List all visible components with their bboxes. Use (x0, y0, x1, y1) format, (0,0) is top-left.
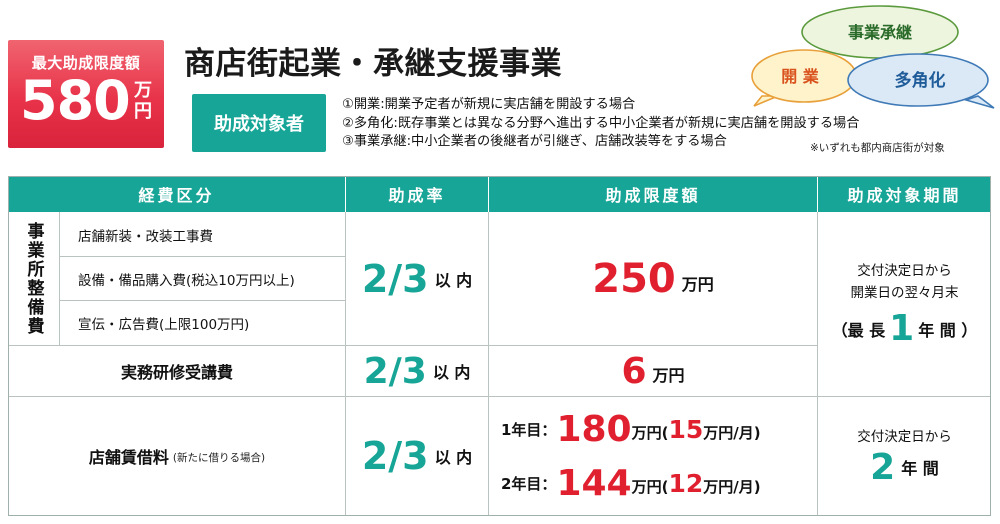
header-limit: 助成限度額 (489, 176, 817, 212)
rent-rate-value: 2/3 (361, 434, 429, 478)
grid-line (59, 212, 60, 345)
header-expense-category: 経費区分 (8, 176, 345, 212)
group-item-equipment: 設備・備品購入費(税込10万円以上) (60, 257, 345, 300)
badge-amount: 580 (20, 69, 131, 132)
speech-bubbles-graphic: 事業承継 開 業 多角化 (751, 5, 995, 109)
rent-label-note: (新たに借りる場合) (172, 452, 266, 464)
rent-label: 店舗賃借料 (88, 448, 169, 467)
grid-line (9, 345, 817, 346)
training-label: 実務研修受講費 (120, 363, 233, 382)
rent-year2: 2年目： 144 万円( 12 万円/月) (501, 462, 761, 504)
opening-text: 開 業 (781, 67, 820, 86)
training-limit-value: 6 (621, 350, 647, 392)
target-list: ①開業:開業予定者が新規に実店舗を開設する場合 ②多角化:既存事業とは異なる分野… (342, 96, 859, 152)
period2-num: 2 (870, 446, 896, 488)
target-line-diversification: ②多角化:既存事業とは異なる分野へ進出する中小企業者が新規に実店舗を開設する場合 (342, 115, 860, 131)
page-title: 商店街起業・承継支援事業 (184, 46, 562, 82)
training-rate-suffix: 以 内 (432, 363, 471, 382)
group-label-cell: 事業所整備費 (9, 213, 59, 345)
grid-line (817, 212, 818, 516)
grid-line (60, 256, 345, 257)
group-rate-value: 2/3 (361, 257, 429, 301)
diversification-text: 多角化 (895, 70, 946, 91)
period1-line2: 開業日の翌々月末 (850, 285, 959, 301)
target-note: ※いずれも都内商店街が対象 (810, 142, 945, 154)
group-limit-cell: 250 万円 (489, 213, 817, 345)
period2-duration: 2 年 間 (870, 446, 939, 488)
group-limit-unit: 万円 (681, 275, 714, 294)
group-limit-value: 250 (592, 256, 676, 302)
header-period: 助成対象期間 (818, 176, 991, 212)
rent-year2-value: 144 (556, 462, 632, 504)
grid-line (60, 300, 345, 301)
diversification-bubble (847, 53, 989, 107)
grid-line (488, 212, 489, 516)
training-limit-unit: 万円 (652, 366, 685, 385)
badge-label: 最大助成限度額 (31, 54, 141, 72)
training-rate-value: 2/3 (363, 350, 427, 392)
period1-line1: 交付決定日から (857, 263, 952, 279)
group-rate-suffix: 以 内 (434, 271, 473, 290)
rent-year1: 1年目： 180 万円( 15 万円/月) (501, 408, 761, 450)
grid-line (9, 396, 991, 397)
rent-year1-value: 180 (556, 408, 632, 450)
period1-duration: （最 長 1 年 間 ） (831, 308, 978, 349)
grid-line (345, 212, 346, 516)
rent-rate-suffix: 以 内 (434, 448, 473, 467)
group-item-advertising: 宣伝・広告費(上限100万円) (60, 301, 345, 345)
training-limit-cell: 6 万円 (489, 346, 817, 396)
rent-year2-monthly: 12 (668, 468, 704, 498)
group-item-renovation: 店舗新装・改装工事費 (60, 213, 345, 256)
rent-label-cell: 店舗賃借料 (新たに借りる場合) (9, 397, 345, 515)
badge-unit: 万円 (134, 80, 152, 122)
period2-cell: 交付決定日から 2 年 間 (818, 397, 991, 515)
max-amount-badge: 最大助成限度額 580 万円 (8, 40, 164, 148)
training-rate-cell: 2/3 以 内 (346, 346, 488, 396)
group-label: 事業所整備費 (23, 222, 44, 336)
target-line-succession: ③事業承継:中小企業者の後継者が引継ぎ、店舗改装等をする場合 (342, 134, 727, 149)
rent-limit-cell: 1年目： 180 万円( 15 万円/月) 2年目： 144 万円( 12 万円… (489, 397, 817, 515)
target-label: 助成対象者 (192, 94, 326, 152)
training-label-cell: 実務研修受講費 (9, 346, 345, 396)
period1-cell: 交付決定日から 開業日の翌々月末 （最 長 1 年 間 ） (818, 213, 991, 396)
header-rate: 助成率 (346, 176, 488, 212)
rent-rate-cell: 2/3 以 内 (346, 397, 488, 515)
rent-year1-monthly: 15 (668, 414, 704, 444)
group-rate-cell: 2/3 以 内 (346, 213, 488, 345)
period2-line1: 交付決定日から (857, 428, 952, 445)
period1-num: 1 (889, 308, 915, 349)
succession-text: 事業承継 (848, 23, 912, 42)
target-line-opening: ①開業:開業予定者が新規に実店舗を開設する場合 (342, 97, 636, 112)
